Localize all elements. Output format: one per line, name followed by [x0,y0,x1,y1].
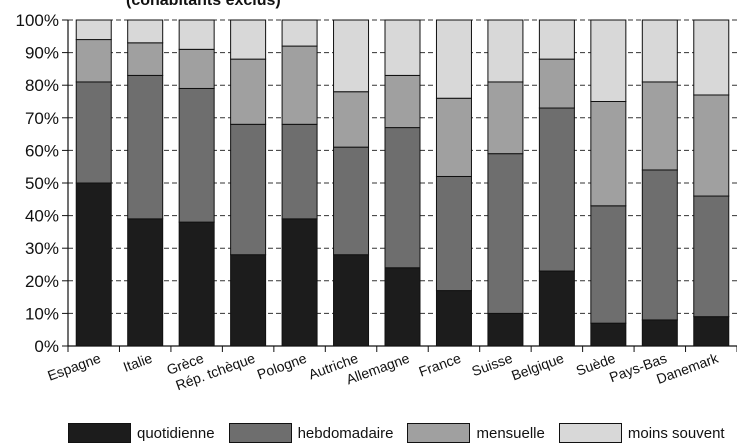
y-tick-label: 10% [25,304,59,323]
legend-label: mensuelle [476,424,545,442]
legend-item: quotidienne [68,423,215,443]
bar-segment-mensuelle-12 [693,94,730,197]
bar-segment-hebdomadaire-10 [590,205,627,324]
bar-segment-moins-souvent-11 [641,19,678,83]
bar-segment-quotidienne-4 [281,218,318,347]
y-tick-label: 30% [25,239,59,258]
bar-segment-hebdomadaire-12 [693,195,730,318]
legend-swatch [228,423,292,443]
bar-segment-moins-souvent-7 [435,19,472,99]
bar-segment-quotidienne-12 [693,316,730,347]
bar-segment-quotidienne-10 [590,322,627,347]
bar-segment-hebdomadaire-3 [230,123,267,256]
bar-segment-mensuelle-0 [75,39,112,83]
legend-item: mensuelle [407,423,545,443]
x-tick-label: Pologne [255,350,309,383]
bar-segment-quotidienne-0 [75,182,112,347]
bar-segment-mensuelle-4 [281,45,318,125]
bar-segment-mensuelle-6 [384,74,421,129]
bar-segment-hebdomadaire-0 [75,81,112,184]
bar-segment-moins-souvent-4 [281,19,318,47]
bar-segment-hebdomadaire-8 [487,153,524,314]
y-tick-label: 80% [25,76,59,95]
bar-segment-quotidienne-3 [230,254,267,347]
legend-swatch [558,423,622,443]
bar-segment-mensuelle-1 [127,42,164,76]
bar-segment-quotidienne-11 [641,319,678,347]
bar-segment-mensuelle-2 [178,48,215,89]
bar-segment-mensuelle-5 [333,91,370,148]
bar-segment-quotidienne-7 [435,290,472,347]
y-tick-label: 0% [34,337,59,356]
bar-segment-mensuelle-8 [487,81,524,155]
bar-segment-hebdomadaire-7 [435,175,472,292]
bar-segment-hebdomadaire-5 [333,146,370,256]
y-tick-labels: 0% 10% 20% 30% 40% 50% 60% 70% 80% 90% 100% [16,11,68,356]
y-tick-label: 40% [25,207,59,226]
legend-swatch [407,423,471,443]
bar-segment-mensuelle-9 [538,58,575,109]
y-tick-label: 70% [25,109,59,128]
bar-segment-moins-souvent-9 [538,19,575,60]
x-tick-label: Suisse [469,350,514,379]
legend-swatch [68,423,131,443]
bar-segment-moins-souvent-6 [384,19,421,76]
legend-label: hebdomadaire [297,424,394,442]
bar-segment-hebdomadaire-11 [641,169,678,321]
bar-segment-mensuelle-3 [230,58,267,125]
bar-segment-quotidienne-2 [178,221,215,347]
bar-segment-mensuelle-10 [590,101,627,207]
bar-segment-quotidienne-1 [127,218,164,347]
bar-segment-mensuelle-7 [435,97,472,177]
legend-label: moins souvent [627,424,725,442]
bar-segment-hebdomadaire-4 [281,123,318,220]
bar-segment-hebdomadaire-1 [127,74,164,220]
bar-segment-hebdomadaire-2 [178,87,215,223]
bar-segment-hebdomadaire-9 [538,107,575,272]
bar-segment-moins-souvent-3 [230,19,267,60]
legend-item: hebdomadaire [228,423,394,443]
bar-segment-moins-souvent-1 [127,19,164,44]
bar-segment-moins-souvent-10 [590,19,627,102]
legend: quotidienne hebdomadaire mensuelle moins so… [68,422,737,444]
y-tick-label: 20% [25,272,59,291]
bar-segment-quotidienne-6 [384,267,421,347]
x-tick-label: Belgique [509,350,566,384]
y-tick-label: 50% [25,174,59,193]
legend-label: quotidienne [137,424,215,442]
bar-segment-moins-souvent-12 [693,19,730,96]
bar-segment-moins-souvent-8 [487,19,524,83]
y-tick-label: 100% [16,11,59,30]
chart-title: (cohabitants exclus) [126,0,281,9]
bars [75,19,730,347]
bar-segment-quotidienne-9 [538,270,575,347]
bar-segment-hebdomadaire-6 [384,127,421,269]
bar-segment-mensuelle-11 [641,81,678,171]
bar-segment-moins-souvent-0 [75,19,112,41]
legend-item: moins souvent [558,423,725,443]
y-tick-label: 90% [25,44,59,63]
x-tick-label: France [417,350,464,380]
bar-segment-quotidienne-5 [333,254,370,347]
y-tick-label: 60% [25,141,59,160]
x-tick-label: Italie [121,350,154,375]
bar-segment-moins-souvent-5 [333,19,370,93]
bar-segment-moins-souvent-2 [178,19,215,50]
bar-segment-quotidienne-8 [487,312,524,347]
